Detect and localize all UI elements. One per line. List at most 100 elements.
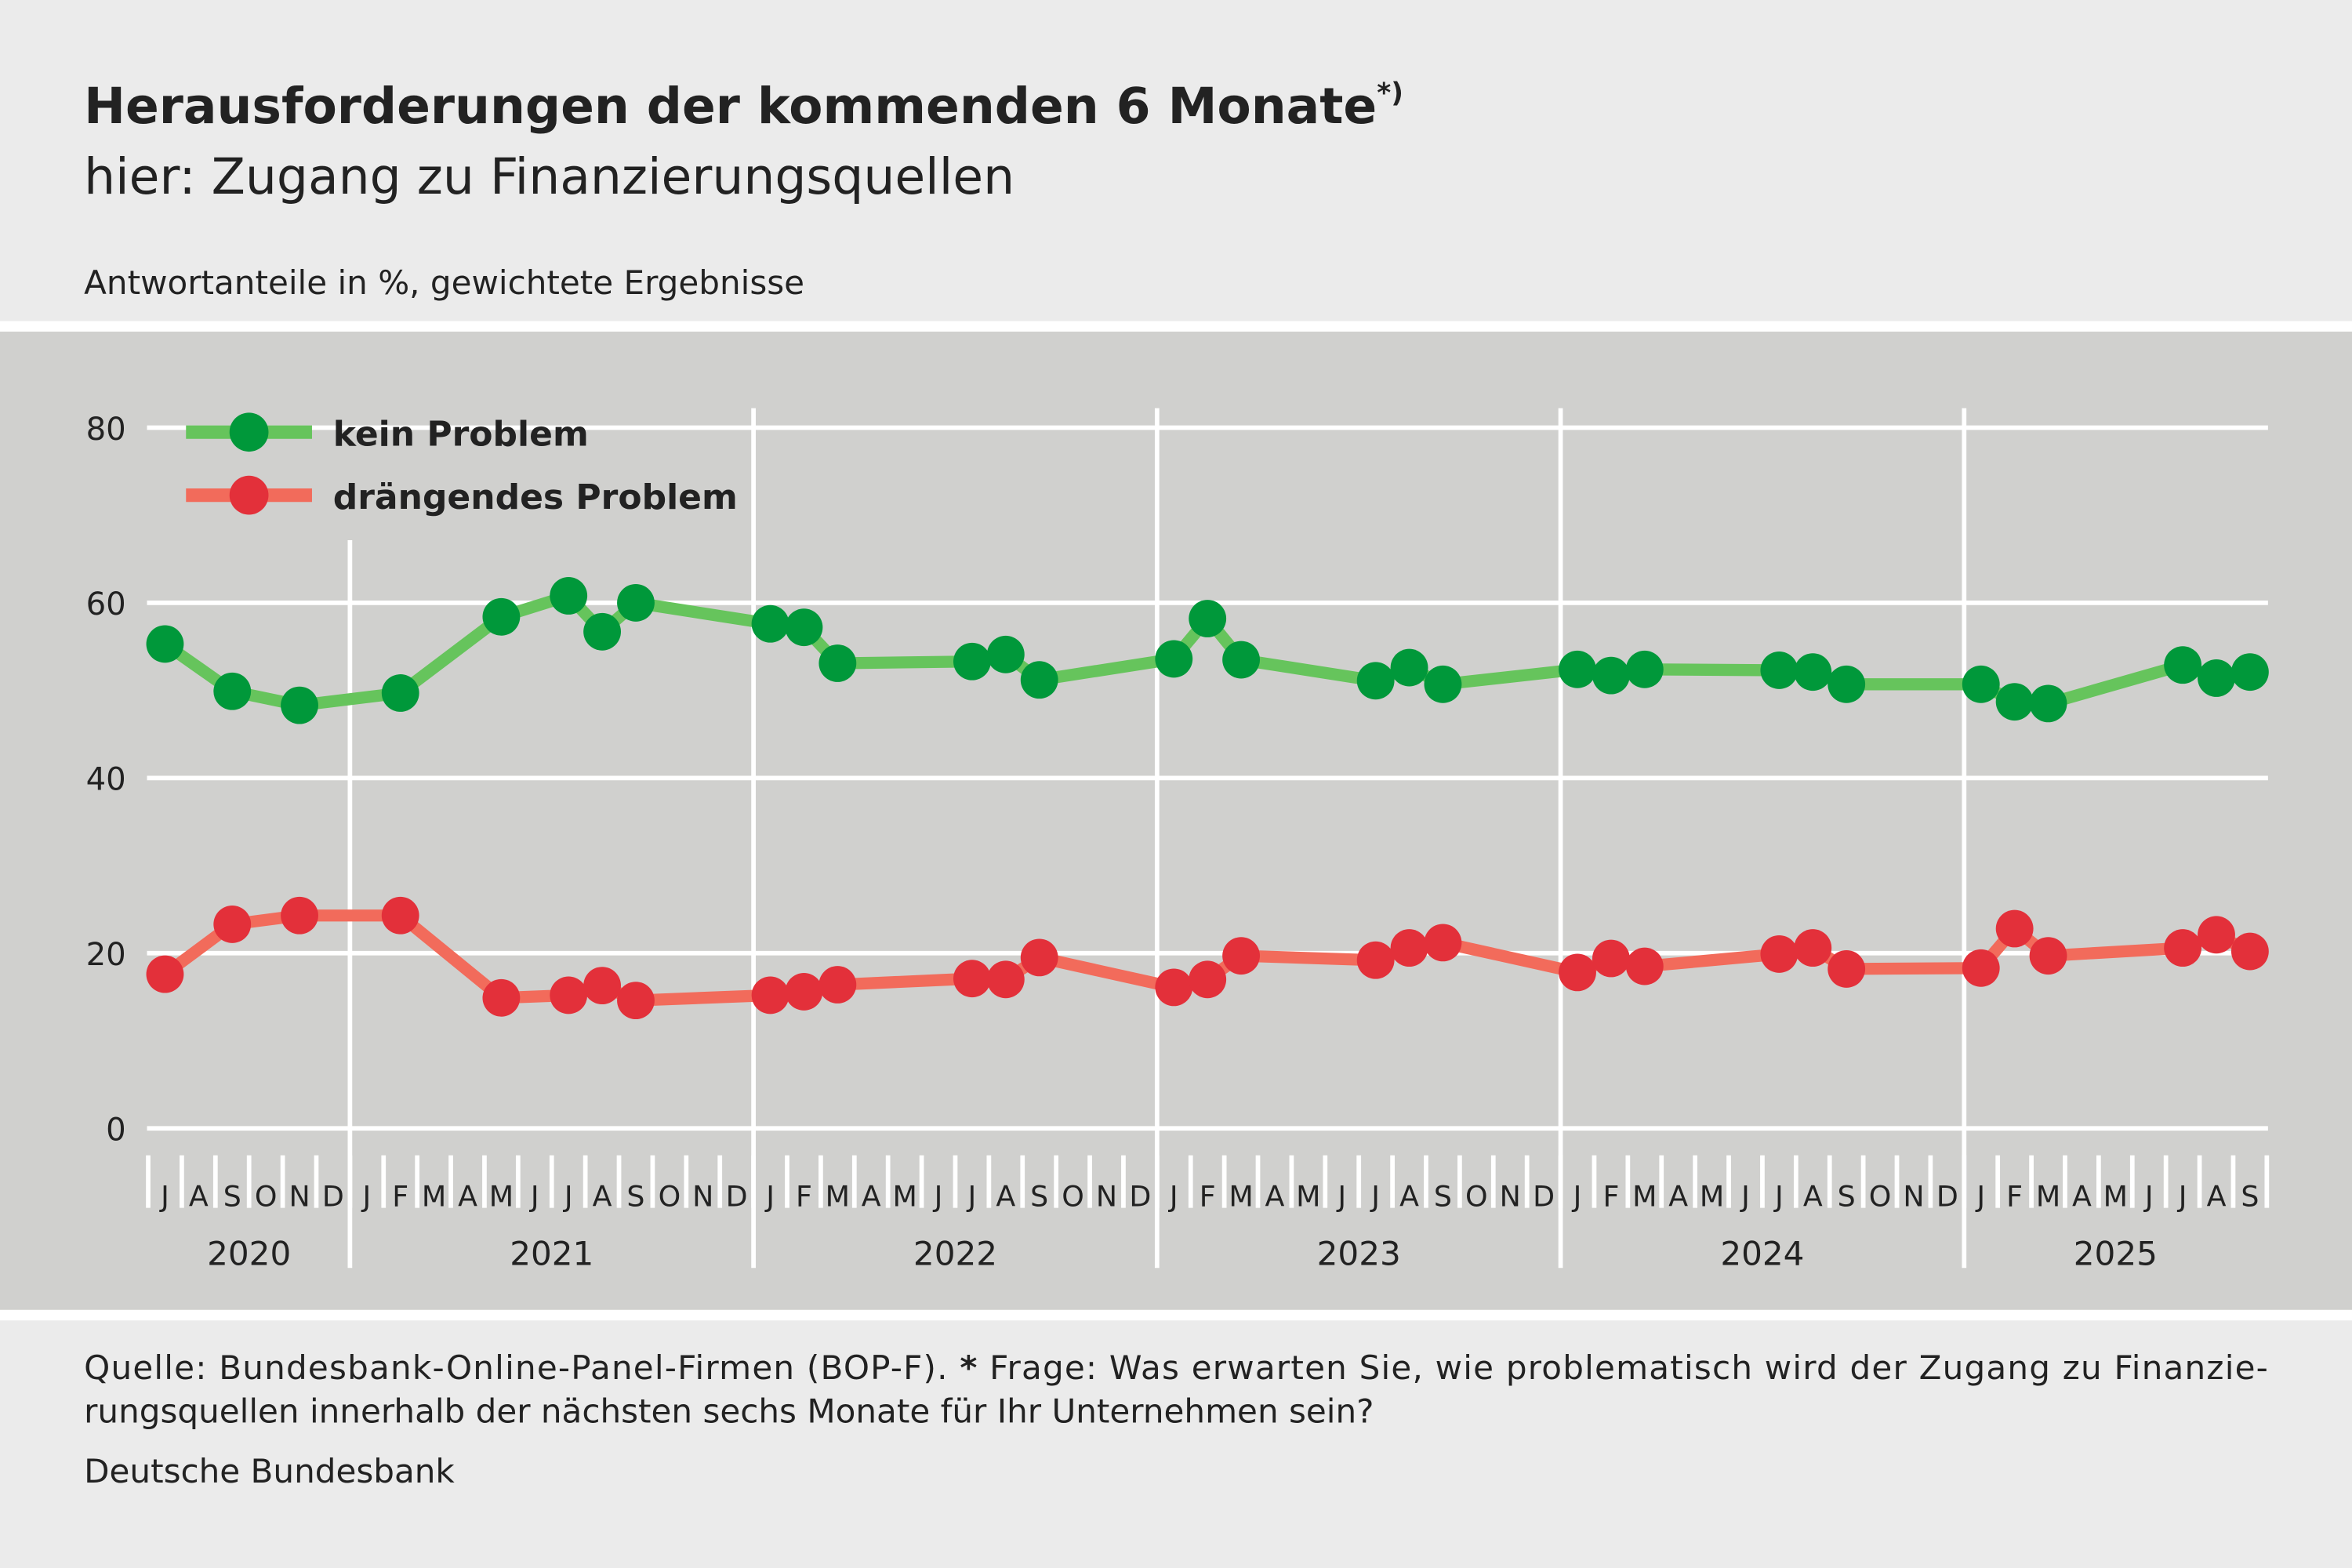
data-point-draengendes-problem-2023-09: [1424, 924, 1462, 962]
data-point-draengendes-problem-2023-03: [1222, 937, 1260, 975]
month-label: D: [1533, 1180, 1555, 1214]
month-label: J: [2177, 1180, 2187, 1214]
data-point-kein-problem-2025-07: [2164, 646, 2202, 684]
month-label: A: [2207, 1180, 2227, 1214]
data-point-kein-problem-2023-01: [1155, 640, 1193, 678]
month-label: N: [289, 1180, 310, 1214]
month-label: F: [1602, 1180, 1619, 1214]
footer: Quelle: Bundesbank-Online-Panel-Firmen (…: [84, 1348, 2268, 1490]
series-layer: [146, 577, 2269, 1020]
month-label: M: [1229, 1180, 1253, 1214]
data-point-kein-problem-2024-03: [1625, 650, 1664, 688]
month-label: N: [1903, 1180, 1924, 1214]
month-label: J: [1773, 1180, 1784, 1214]
month-label: D: [1936, 1180, 1958, 1214]
data-point-kein-problem-2023-07: [1356, 662, 1395, 700]
month-label: M: [2036, 1180, 2060, 1214]
year-label: 2022: [913, 1234, 997, 1272]
data-point-kein-problem-2023-09: [1424, 665, 1462, 703]
data-point-draengendes-problem-2022-07: [953, 960, 991, 998]
y-tick-label: 40: [86, 762, 126, 798]
year-label: 2020: [207, 1234, 291, 1272]
month-label: M: [892, 1180, 916, 1214]
month-label: O: [1465, 1180, 1488, 1214]
source-line-2: rungsquellen innerhalb der nächsten sech…: [84, 1392, 1374, 1430]
month-label: F: [2006, 1180, 2023, 1214]
publisher: Deutsche Bundesbank: [84, 1452, 455, 1490]
chart-title: Herausforderungen der kommenden 6 Monate…: [84, 77, 1403, 135]
month-label: J: [1572, 1180, 1582, 1214]
plot-panel: [0, 331, 2352, 1310]
data-point-kein-problem-2022-02: [785, 608, 823, 647]
data-point-draengendes-problem-2025-07: [2164, 929, 2202, 967]
month-label: M: [422, 1180, 446, 1214]
data-point-draengendes-problem-2024-07: [1760, 935, 1798, 973]
data-point-draengendes-problem-2020-09: [213, 905, 252, 943]
month-label: N: [1096, 1180, 1117, 1214]
month-label: M: [1700, 1180, 1724, 1214]
data-point-kein-problem-2022-08: [986, 635, 1025, 673]
y-tick-label: 60: [86, 586, 126, 622]
data-point-kein-problem-2024-09: [1828, 665, 1866, 703]
month-label: A: [1668, 1180, 1688, 1214]
data-point-draengendes-problem-2024-02: [1592, 939, 1630, 978]
data-point-kein-problem-2024-08: [1794, 653, 1832, 691]
month-label: A: [1803, 1180, 1823, 1214]
data-point-kein-problem-2022-01: [751, 604, 789, 643]
bottom-divider: [0, 1309, 2352, 1321]
data-point-draengendes-problem-2021-05: [482, 978, 521, 1017]
data-point-draengendes-problem-2023-01: [1155, 968, 1193, 1007]
month-label: M: [489, 1180, 514, 1214]
top-divider: [0, 321, 2352, 332]
month-label: S: [223, 1180, 241, 1214]
data-point-draengendes-problem-2022-08: [986, 960, 1025, 999]
month-label: S: [626, 1180, 644, 1214]
month-label: J: [1370, 1180, 1380, 1214]
month-label: F: [392, 1180, 408, 1214]
data-point-draengendes-problem-2024-09: [1828, 949, 1866, 988]
month-label: O: [255, 1180, 278, 1214]
data-point-kein-problem-2021-02: [381, 674, 419, 712]
chart-subtitle: hier: Zugang zu Finanzierungsquellen: [84, 147, 1014, 205]
data-point-kein-problem-2021-09: [617, 583, 655, 622]
month-label: O: [1869, 1180, 1892, 1214]
month-label: O: [659, 1180, 681, 1214]
month-label: A: [189, 1180, 209, 1214]
month-label: D: [1129, 1180, 1151, 1214]
data-point-kein-problem-2024-01: [1559, 650, 1596, 688]
month-label: S: [2241, 1180, 2259, 1214]
data-point-kein-problem-2021-05: [482, 597, 521, 636]
legend-label-kein-problem: kein Problem: [333, 414, 589, 454]
data-point-kein-problem-2021-08: [583, 612, 621, 651]
data-point-draengendes-problem-2024-01: [1559, 953, 1596, 992]
data-point-kein-problem-2021-07: [550, 577, 588, 615]
data-point-kein-problem-2023-02: [1189, 600, 1227, 637]
data-point-kein-problem-2025-08: [2198, 659, 2235, 697]
month-label: N: [1500, 1180, 1521, 1214]
data-point-kein-problem-2022-09: [1020, 661, 1058, 699]
data-point-draengendes-problem-2024-08: [1794, 929, 1832, 967]
data-point-draengendes-problem-2023-07: [1356, 941, 1395, 979]
legend-marker-kein-problem: [229, 412, 269, 452]
data-point-kein-problem-2023-08: [1390, 648, 1428, 687]
y-tick-label: 80: [86, 412, 126, 448]
data-point-draengendes-problem-2020-07: [146, 955, 184, 993]
data-point-kein-problem-2025-03: [2029, 684, 2067, 723]
month-label: M: [1296, 1180, 1320, 1214]
data-point-kein-problem-2025-09: [2230, 653, 2269, 691]
month-label: A: [458, 1180, 477, 1214]
month-label: S: [1434, 1180, 1452, 1214]
month-label: A: [1265, 1180, 1285, 1214]
unit-note: Antwortanteile in %, gewichtete Ergebnis…: [84, 263, 804, 302]
data-point-draengendes-problem-2025-01: [1962, 949, 2000, 987]
month-label: J: [1740, 1180, 1750, 1214]
month-label: M: [1632, 1180, 1657, 1214]
legend: kein Problem drängendes Problem: [186, 412, 738, 517]
month-label: A: [2072, 1180, 2092, 1214]
y-tick-label: 20: [86, 937, 126, 973]
data-point-kein-problem-2020-07: [146, 625, 184, 663]
data-point-draengendes-problem-2023-08: [1390, 929, 1428, 967]
data-point-draengendes-problem-2023-02: [1189, 960, 1227, 999]
year-label: 2021: [510, 1234, 593, 1272]
